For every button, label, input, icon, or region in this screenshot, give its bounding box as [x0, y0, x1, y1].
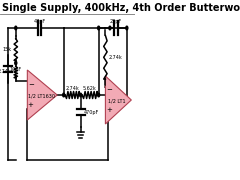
- Text: 2.74k: 2.74k: [0, 69, 11, 73]
- Text: +: +: [28, 102, 34, 108]
- Text: 2.74k: 2.74k: [108, 55, 122, 60]
- Text: 10pF: 10pF: [10, 66, 22, 71]
- Text: 2.74k: 2.74k: [65, 86, 79, 91]
- Polygon shape: [27, 70, 57, 120]
- Text: −: −: [28, 82, 34, 88]
- Circle shape: [109, 26, 111, 30]
- Text: +: +: [106, 107, 112, 113]
- Circle shape: [126, 26, 128, 30]
- Text: −: −: [106, 87, 112, 93]
- Text: 22pF: 22pF: [110, 19, 122, 24]
- Circle shape: [98, 93, 100, 97]
- Text: 1/2 LT1630: 1/2 LT1630: [28, 93, 55, 98]
- Polygon shape: [105, 76, 131, 124]
- Text: 5.62k: 5.62k: [83, 86, 96, 91]
- Circle shape: [15, 26, 17, 30]
- Circle shape: [98, 26, 100, 30]
- Circle shape: [80, 93, 82, 97]
- Circle shape: [15, 61, 17, 65]
- Text: 470pF: 470pF: [84, 109, 99, 114]
- Text: 1/2 LT1: 1/2 LT1: [108, 98, 126, 104]
- Text: 47pF: 47pF: [34, 19, 46, 24]
- Text: Single Supply, 400kHz, 4th Order Butterworth Filter: Single Supply, 400kHz, 4th Order Butterw…: [2, 3, 240, 13]
- Text: 15k: 15k: [2, 47, 11, 52]
- Circle shape: [63, 93, 65, 97]
